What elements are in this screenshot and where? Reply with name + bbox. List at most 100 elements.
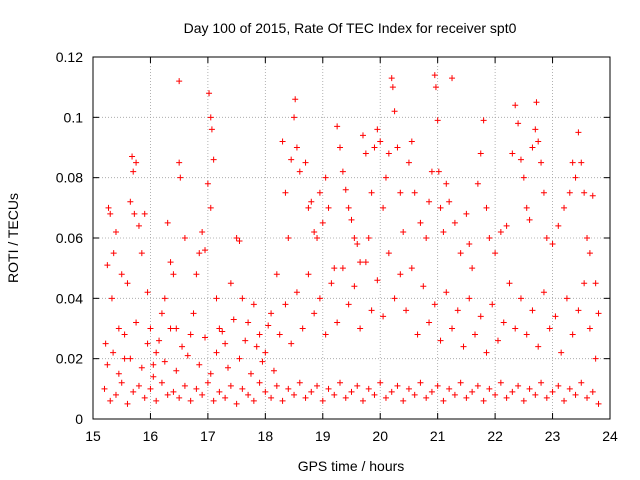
data-point	[242, 337, 249, 344]
data-point	[371, 144, 378, 151]
data-point	[589, 388, 596, 395]
data-point	[592, 280, 599, 287]
y-tick-label: 0.06	[56, 230, 83, 246]
data-point	[543, 235, 550, 241]
data-point	[135, 222, 142, 229]
data-point	[110, 250, 117, 257]
data-point	[176, 394, 183, 401]
data-point	[170, 388, 177, 395]
data-point	[158, 379, 165, 386]
y-tick-label: 0.12	[56, 49, 83, 65]
data-point	[262, 349, 269, 356]
data-point	[204, 379, 211, 386]
data-point	[380, 204, 387, 211]
data-point	[480, 117, 487, 124]
data-point	[316, 189, 323, 196]
data-point	[515, 120, 522, 127]
data-point	[457, 250, 464, 257]
data-point	[543, 394, 550, 401]
data-point	[316, 295, 323, 302]
data-point	[592, 355, 599, 362]
data-point	[477, 313, 484, 320]
data-point	[177, 174, 184, 181]
data-point	[540, 189, 547, 196]
data-point	[147, 385, 154, 392]
data-point	[302, 394, 309, 401]
data-point	[293, 144, 300, 151]
data-point	[492, 391, 499, 398]
data-point	[437, 337, 444, 344]
data-point	[276, 331, 283, 338]
data-point	[417, 219, 424, 226]
x-tick-label: 20	[372, 428, 388, 444]
data-point	[337, 379, 344, 386]
data-point	[440, 228, 447, 235]
data-point	[426, 319, 433, 326]
data-point	[509, 388, 516, 395]
data-point	[535, 138, 542, 145]
data-point	[532, 126, 539, 133]
data-point	[512, 325, 519, 332]
data-point	[494, 337, 501, 344]
data-point	[555, 382, 562, 389]
data-point	[515, 382, 522, 389]
data-point	[108, 295, 115, 302]
data-point	[512, 102, 519, 109]
data-point	[397, 189, 404, 196]
data-point	[337, 144, 344, 151]
data-point	[219, 328, 226, 335]
data-point	[334, 319, 341, 326]
data-point	[314, 382, 321, 389]
data-point	[187, 331, 194, 338]
y-tick-label: 0.1	[64, 109, 84, 125]
data-point	[273, 382, 280, 389]
data-point	[417, 379, 424, 386]
data-point	[423, 394, 430, 401]
data-point	[385, 150, 392, 157]
data-point	[492, 250, 499, 257]
data-point	[575, 307, 582, 314]
data-point	[144, 289, 151, 296]
data-point	[529, 307, 536, 314]
data-point	[279, 397, 286, 404]
data-point	[578, 159, 585, 166]
data-point	[382, 174, 389, 181]
data-point	[322, 174, 329, 181]
data-point	[110, 349, 117, 356]
data-point	[397, 271, 404, 278]
data-point	[147, 325, 154, 332]
data-point	[374, 126, 381, 133]
data-point	[216, 388, 223, 395]
data-point	[463, 210, 470, 217]
data-point	[535, 343, 542, 350]
x-tick-label: 16	[143, 428, 159, 444]
axis-ticks: 15 16 17 18 19 20 21 22 23 24 0 0.02 0.04 0.06 0.08 0.1…	[56, 49, 618, 444]
data-point	[483, 204, 490, 211]
data-point	[540, 289, 547, 296]
data-point	[391, 295, 398, 302]
data-point	[454, 307, 461, 314]
data-point	[256, 331, 263, 338]
data-point	[446, 385, 453, 392]
data-point	[250, 397, 257, 404]
data-point	[325, 385, 332, 392]
data-point	[569, 331, 576, 338]
data-point	[308, 388, 315, 395]
data-point	[279, 138, 286, 145]
data-point	[107, 397, 114, 404]
data-point	[196, 361, 203, 368]
data-point	[202, 247, 209, 254]
data-point	[486, 385, 493, 392]
y-tick-label: 0.08	[56, 170, 83, 186]
data-point	[432, 84, 439, 91]
data-point	[420, 283, 427, 290]
data-point	[400, 397, 407, 404]
data-point	[520, 174, 527, 181]
data-point	[233, 235, 240, 241]
data-point	[339, 168, 346, 175]
data-point	[428, 388, 435, 395]
data-point	[247, 370, 254, 377]
data-point	[578, 379, 585, 386]
data-point	[345, 204, 352, 211]
